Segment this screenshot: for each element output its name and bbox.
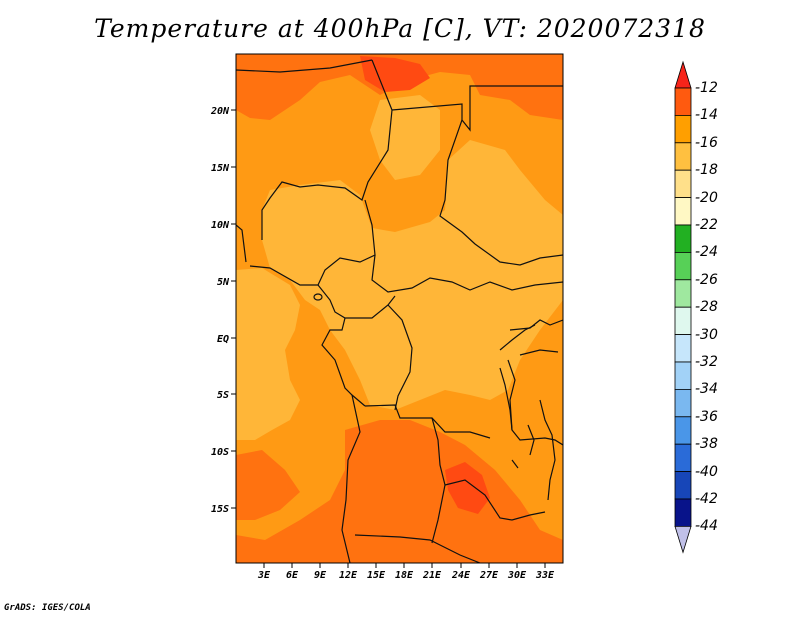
- chart-title: Temperature at 400hPa [C], VT: 202007231…: [94, 14, 706, 43]
- lat-tick-label: 15N: [211, 163, 230, 174]
- lon-tick-label: 33E: [535, 570, 555, 581]
- longitude-axis: 3E 6E 9E 12E 15E 18E 21E 24E 27E 30E 33E: [257, 563, 555, 581]
- lon-tick-label: 3E: [257, 570, 271, 581]
- field-m14-region-south: [236, 420, 563, 563]
- field-m14-region-sw: [236, 450, 300, 520]
- footer-credit: GrADS: IGES/COLA: [4, 603, 91, 613]
- colorbar-segment: [674, 334, 692, 363]
- colorbar-segment: [674, 87, 692, 116]
- colorbar-segment: [674, 251, 692, 281]
- colorbar-segment: [674, 471, 692, 500]
- colorbar-tick-label: -36: [695, 408, 718, 425]
- colorbar-tick-label: -28: [695, 299, 718, 316]
- colorbar: [674, 60, 692, 554]
- temperature-field: [236, 54, 563, 563]
- colorbar-segment: [674, 115, 692, 144]
- map-border: [235, 53, 564, 564]
- colorbar-segment: [674, 416, 692, 445]
- lat-tick-label: 10S: [211, 447, 229, 458]
- colorbar-segment: [674, 443, 692, 473]
- lon-tick-label: 12E: [339, 570, 358, 581]
- latitude-axis: 20N 15N 10N 5N EQ 5S 10S 15S: [210, 106, 236, 515]
- colorbar-tick-label: -40: [695, 463, 718, 480]
- lat-tick-label: EQ: [217, 334, 229, 345]
- field-m12-patch-north: [360, 56, 430, 92]
- lon-tick-label: 30E: [507, 570, 527, 581]
- lat-tick-label: 15S: [211, 504, 229, 515]
- colorbar-segment: [674, 197, 692, 226]
- lat-tick-label: 5N: [217, 277, 230, 288]
- colorbar-segment: [674, 142, 692, 171]
- colorbar-tick-label: -26: [695, 271, 718, 288]
- country-boundaries: [236, 59, 563, 563]
- colorbar-tick-label: -16: [695, 134, 718, 151]
- colorbar-tick-label: -20: [695, 189, 718, 206]
- field-m18-region-central: [262, 140, 563, 410]
- field-m18-region-north: [370, 95, 440, 180]
- colorbar-tick-label: -38: [695, 436, 718, 453]
- colorbar-segment: [674, 498, 692, 527]
- colorbar-tick-label: -22: [695, 217, 718, 233]
- lon-tick-label: 27E: [479, 570, 499, 581]
- lat-tick-label: 10N: [211, 220, 230, 231]
- colorbar-tick-label: -30: [695, 326, 718, 343]
- colorbar-tick-label: -34: [695, 381, 718, 398]
- lon-tick-label: 6E: [286, 570, 299, 581]
- colorbar-top-arrow: [674, 60, 692, 89]
- colorbar-tick-label: -18: [695, 162, 718, 179]
- colorbar-tick-label: -32: [695, 354, 718, 370]
- colorbar-tick-label: -14: [695, 107, 718, 124]
- colorbar-tick-label: -44: [695, 518, 718, 535]
- colorbar-segment: [674, 388, 692, 418]
- lakes: [313, 293, 536, 469]
- lon-tick-label: 15E: [367, 570, 386, 581]
- colorbar-bottom-arrow: [674, 526, 692, 554]
- lat-tick-label: 20N: [210, 106, 230, 117]
- colorbar-segment: [674, 169, 692, 198]
- field-m18-region-west: [236, 268, 300, 440]
- colorbar-tick-label: -42: [695, 491, 718, 507]
- colorbar-segment: [674, 306, 692, 336]
- lon-tick-label: 21E: [422, 570, 442, 581]
- lon-tick-label: 24E: [451, 570, 471, 581]
- field-m12-patch-south: [445, 462, 490, 514]
- colorbar-tick-label: -12: [695, 80, 718, 96]
- lon-tick-label: 18E: [395, 570, 414, 581]
- colorbar-segment: [674, 224, 692, 253]
- colorbar-segment: [674, 279, 692, 308]
- colorbar-segment: [674, 361, 692, 390]
- lon-tick-label: 9E: [314, 570, 327, 581]
- colorbar-tick-label: -24: [695, 244, 718, 261]
- lat-tick-label: 5S: [217, 390, 229, 401]
- field-m14-region-top: [236, 54, 563, 120]
